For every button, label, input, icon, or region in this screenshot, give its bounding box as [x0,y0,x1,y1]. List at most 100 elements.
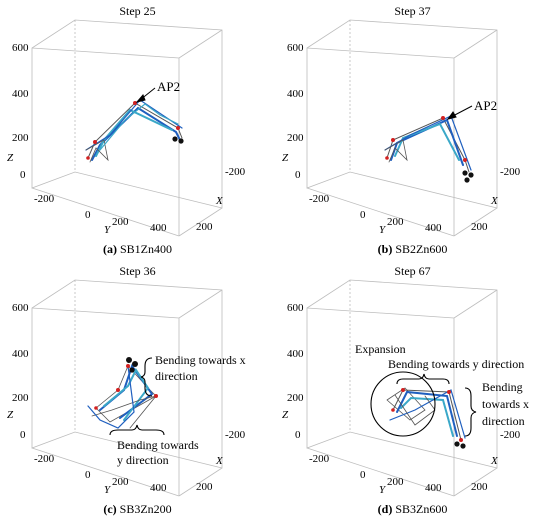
annotation-label: y direction [117,453,169,467]
caption-letter: (a) [102,242,117,256]
x-axis-label: X [216,195,223,207]
plot-3d-b [306,19,498,237]
annotation-label: AP2 [474,98,498,113]
z-tick-label: 600 [287,302,304,314]
brace-x [140,357,153,397]
y-axis-label: Y [104,484,111,496]
x-axis-label: X [491,455,498,467]
y-tick-label: 200 [387,476,404,488]
y-tick-label: 0 [360,469,366,481]
panel-a: Step 25 AP2 600 400 200 0 Z -200 0 200 4… [0,0,275,260]
x-tick-label: 200 [196,221,213,233]
z-tick-label: 0 [295,169,301,181]
panel-b: Step 37 AP2 600 400 200 0 Z -200 0 200 4… [275,0,550,260]
figure-caption: (d) SB3Zn600 [275,502,550,517]
plot-3d-a [31,19,223,237]
z-tick-label: 400 [12,348,29,360]
annotation-label: AP2 [157,79,181,94]
y-tick-label: 200 [112,476,129,488]
structure [386,387,466,449]
z-tick-label: 200 [12,132,29,144]
y-tick-label: 400 [425,482,442,494]
plot-title: Step 25 [119,4,156,18]
y-axis-label: Y [379,224,386,236]
z-tick-label: 600 [12,302,29,314]
z-axis-label: Z [7,409,14,421]
annotation-arrow [446,105,473,120]
brace-x-right [464,387,477,437]
y-tick-label: -200 [309,193,330,205]
expansion-circle [370,371,436,437]
x-tick-label: -200 [500,166,521,178]
y-tick-label: -200 [309,453,330,465]
annotation-label: Expansion [355,342,406,356]
plot-3d-d [306,279,498,497]
caption-letter: (c) [103,502,117,516]
annotation-label: direction [155,369,198,383]
annotation-label: Bending towards x [155,353,246,367]
annotation-label: towards x [482,397,529,411]
structure [87,357,158,429]
z-axis-label: Z [7,152,14,164]
annotation-label: Bending towards [117,438,199,452]
caption-text: SB1Zn400 [119,242,172,256]
x-tick-label: 200 [196,481,213,493]
y-tick-label: 400 [150,482,167,494]
y-tick-label: 0 [360,209,366,221]
z-tick-label: 0 [20,169,26,181]
panel-c: Step 36 Bending towards x direction Bend… [0,260,275,520]
bounding-box [306,279,498,497]
plot-title: Step 36 [119,264,156,278]
structure [384,115,474,183]
figure-caption: (b) SB2Zn600 [275,242,550,257]
brace-y-top [396,373,450,385]
structure [85,99,184,163]
bounding-box [31,279,223,497]
x-tick-label: -200 [500,429,521,441]
z-axis-label: Z [282,409,289,421]
z-tick-label: 600 [12,42,29,54]
figure-caption: (c) SB3Zn200 [0,502,275,517]
z-tick-label: 200 [287,132,304,144]
x-tick-label: 200 [471,481,488,493]
z-tick-label: 200 [12,392,29,404]
bounding-box [306,19,498,237]
figure-caption: (a) SB1Zn400 [0,242,275,257]
caption-text: SB3Zn200 [119,502,172,516]
y-tick-label: 0 [85,209,91,221]
z-tick-label: 400 [287,348,304,360]
plot-title: Step 67 [394,264,431,278]
x-axis-label: X [491,195,498,207]
y-tick-label: 200 [112,216,129,228]
plot-3d-c [31,279,223,497]
z-tick-label: 200 [287,392,304,404]
y-tick-label: 0 [85,469,91,481]
x-axis-label: X [216,455,223,467]
bounding-box [31,19,223,237]
plot-title: Step 37 [394,4,431,18]
z-tick-label: 400 [12,88,29,100]
caption-text: SB2Zn600 [395,242,448,256]
z-tick-label: 0 [20,429,26,441]
x-tick-label: -200 [225,166,246,178]
y-tick-label: -200 [34,193,55,205]
y-tick-label: 200 [387,216,404,228]
z-tick-label: 400 [287,88,304,100]
annotation-label: Bending towards y direction [388,357,525,371]
caption-text: SB3Zn600 [395,502,448,516]
caption-letter: (b) [377,242,393,256]
z-axis-label: Z [282,152,289,164]
x-tick-label: -200 [225,429,246,441]
z-tick-label: 600 [287,42,304,54]
y-tick-label: 400 [425,222,442,234]
caption-letter: (d) [377,502,393,516]
annotation-arrow [135,87,156,103]
brace-y [109,424,165,436]
z-tick-label: 0 [295,429,301,441]
y-tick-label: -200 [34,453,55,465]
y-axis-label: Y [104,224,111,236]
y-axis-label: Y [379,484,386,496]
annotation-label: Bending [482,380,523,394]
x-tick-label: 200 [471,221,488,233]
y-tick-label: 400 [150,222,167,234]
